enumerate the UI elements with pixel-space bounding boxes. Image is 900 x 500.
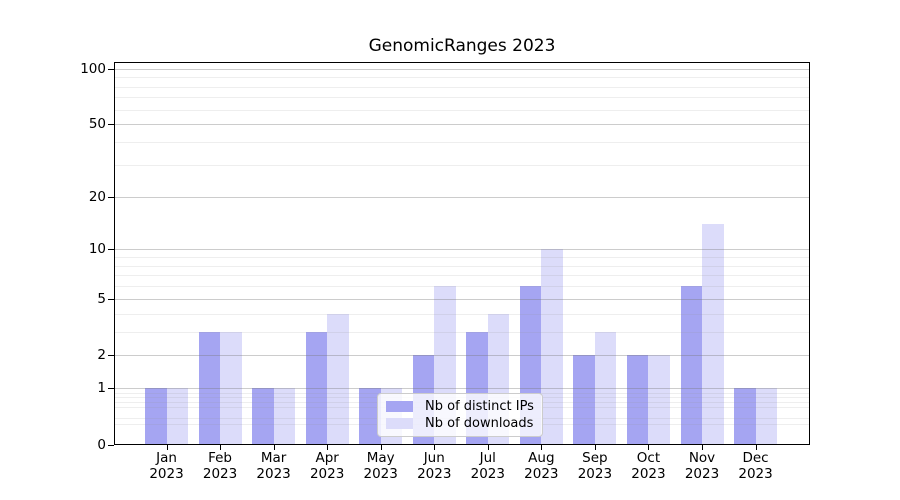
bar	[145, 388, 167, 445]
x-tick-label: Aug 2023	[524, 450, 559, 482]
y-axis-tick	[108, 445, 114, 446]
bar	[680, 286, 702, 445]
bar	[252, 388, 274, 445]
bar	[626, 355, 649, 445]
major-gridline	[114, 355, 810, 357]
minor-gridline	[114, 142, 810, 144]
legend-swatch-distinct-ips-icon	[386, 401, 413, 412]
bar	[198, 331, 221, 445]
x-axis-tick	[220, 445, 222, 450]
major-gridline	[114, 298, 810, 300]
bar	[702, 224, 724, 445]
major-gridline	[114, 249, 810, 251]
bar	[305, 331, 328, 445]
minor-gridline	[114, 257, 810, 259]
plot-area	[114, 62, 810, 445]
minor-gridline	[114, 164, 810, 166]
x-tick-label: Jul 2023	[470, 450, 505, 482]
x-axis-tick	[594, 445, 596, 450]
x-tick-label: Feb 2023	[202, 450, 238, 482]
y-axis-tick	[108, 388, 114, 390]
y-tick-label: 100	[80, 60, 106, 77]
bar	[273, 388, 296, 445]
minor-gridline	[114, 275, 810, 277]
x-axis-tick	[755, 445, 757, 450]
bar	[166, 388, 188, 445]
legend: Nb of distinct IPs Nb of downloads	[377, 393, 543, 437]
x-tick-label: Jun 2023	[417, 450, 452, 482]
x-tick-label: Sep 2023	[577, 450, 613, 482]
x-tick-label: Apr 2023	[309, 450, 345, 482]
legend-swatch-downloads-icon	[386, 418, 413, 429]
minor-gridline	[114, 265, 810, 267]
major-gridline	[114, 196, 810, 198]
minor-gridline	[114, 331, 810, 333]
y-tick-label: 2	[97, 347, 106, 364]
y-axis-tick	[108, 298, 114, 300]
bar	[734, 388, 756, 445]
x-tick-label: Oct 2023	[631, 450, 666, 482]
x-tick-label: May 2023	[363, 450, 398, 482]
x-tick-label: Dec 2023	[738, 450, 773, 482]
bar	[327, 313, 349, 445]
y-tick-label: 5	[97, 290, 106, 307]
bar	[359, 388, 381, 445]
bar	[220, 331, 242, 445]
bar	[648, 355, 670, 445]
x-axis-tick	[327, 445, 329, 450]
legend-item-downloads: Nb of downloads	[386, 415, 534, 432]
y-axis-tick	[108, 68, 114, 70]
legend-item-distinct-ips: Nb of distinct IPs	[386, 398, 534, 415]
minor-gridline	[114, 286, 810, 288]
y-axis-tick	[108, 249, 114, 251]
minor-gridline	[114, 313, 810, 315]
y-tick-label: 50	[88, 116, 106, 133]
bar	[573, 355, 595, 445]
x-axis-tick	[541, 445, 543, 450]
x-axis-tick	[702, 445, 703, 450]
chart-title: GenomicRanges 2023	[368, 36, 556, 56]
x-tick-label: Mar 2023	[256, 450, 291, 482]
bar	[594, 331, 617, 445]
minor-gridline	[114, 97, 810, 99]
major-gridline	[114, 124, 810, 126]
major-gridline	[114, 388, 810, 390]
x-tick-label: Jan 2023	[149, 450, 184, 482]
minor-gridline	[114, 77, 810, 79]
y-axis-tick	[108, 124, 114, 126]
x-axis-tick	[380, 445, 382, 450]
major-gridline	[114, 68, 810, 70]
x-axis-tick	[166, 445, 168, 450]
x-tick-label: Nov 2023	[684, 450, 720, 482]
y-axis-tick	[108, 355, 114, 357]
x-axis-tick	[273, 445, 275, 450]
minor-gridline	[114, 86, 810, 88]
legend-label-distinct-ips: Nb of distinct IPs	[425, 399, 534, 414]
x-axis-tick	[648, 445, 650, 450]
y-tick-label: 10	[88, 241, 106, 258]
x-axis-tick	[487, 445, 489, 450]
x-axis-tick	[434, 445, 436, 450]
y-tick-label: 1	[97, 380, 106, 397]
bar	[755, 388, 778, 445]
y-tick-label: 20	[88, 188, 106, 205]
bar	[541, 249, 563, 445]
y-tick-label: 0	[97, 437, 106, 453]
minor-gridline	[114, 109, 810, 111]
y-axis-tick	[108, 196, 114, 198]
legend-label-downloads: Nb of downloads	[425, 416, 534, 431]
